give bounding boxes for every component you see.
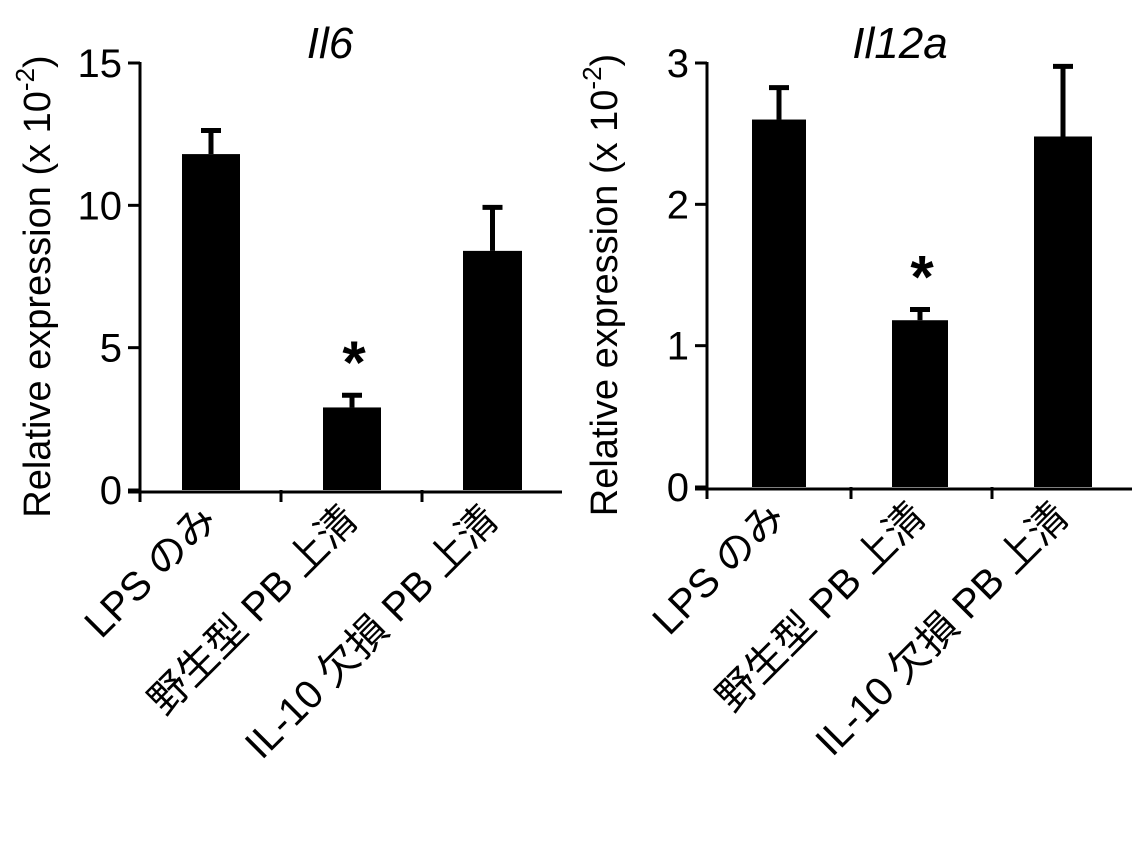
bar [463,250,522,490]
y-axis-label-exponent: -2 [10,68,40,91]
y-tick-label: 3 [667,42,689,86]
bar [892,320,948,487]
y-axis-label-text: Relative expression (x 10 [584,90,626,517]
x-tick-label: LPS のみ [76,497,225,646]
y-axis-label: Relative expression (x 10-2) [577,54,626,516]
y-tick-label: 2 [667,183,689,227]
y-axis-label-text: Relative expression (x 10 [17,91,59,518]
significance-marker: * [342,329,366,396]
chart-title: Il6 [307,19,354,68]
y-tick-label: 1 [667,325,689,369]
bar [752,119,806,488]
chart-panel-1: Il12a Relative expression (x 10-2) 0 1 2 3 LPS… [577,19,1132,764]
bar [1034,136,1092,487]
y-tick-label: 0 [100,469,122,513]
y-tick-label: 0 [667,466,689,510]
y-tick-label: 5 [100,327,122,371]
y-axis-label-close: ) [17,55,59,68]
bar [182,154,240,491]
y-axis-label-exponent: -2 [577,66,607,89]
x-tick-label: LPS のみ [644,494,793,643]
x-tick-label: IL-10 欠損 PB 上清 [807,494,1077,764]
bar [323,407,381,490]
significance-marker: * [910,244,934,311]
y-axis-label-close: ) [584,54,626,67]
x-tick-label: IL-10 欠損 PB 上清 [237,497,507,767]
y-axis-label: Relative expression (x 10-2) [10,55,59,517]
chart-panel-0: Il6 Relative expression (x 10-2) 0 5 10 15 LPS… [10,19,562,767]
y-tick-label: 15 [78,42,123,86]
y-tick-label: 10 [78,184,123,228]
chart-title: Il12a [852,19,947,68]
